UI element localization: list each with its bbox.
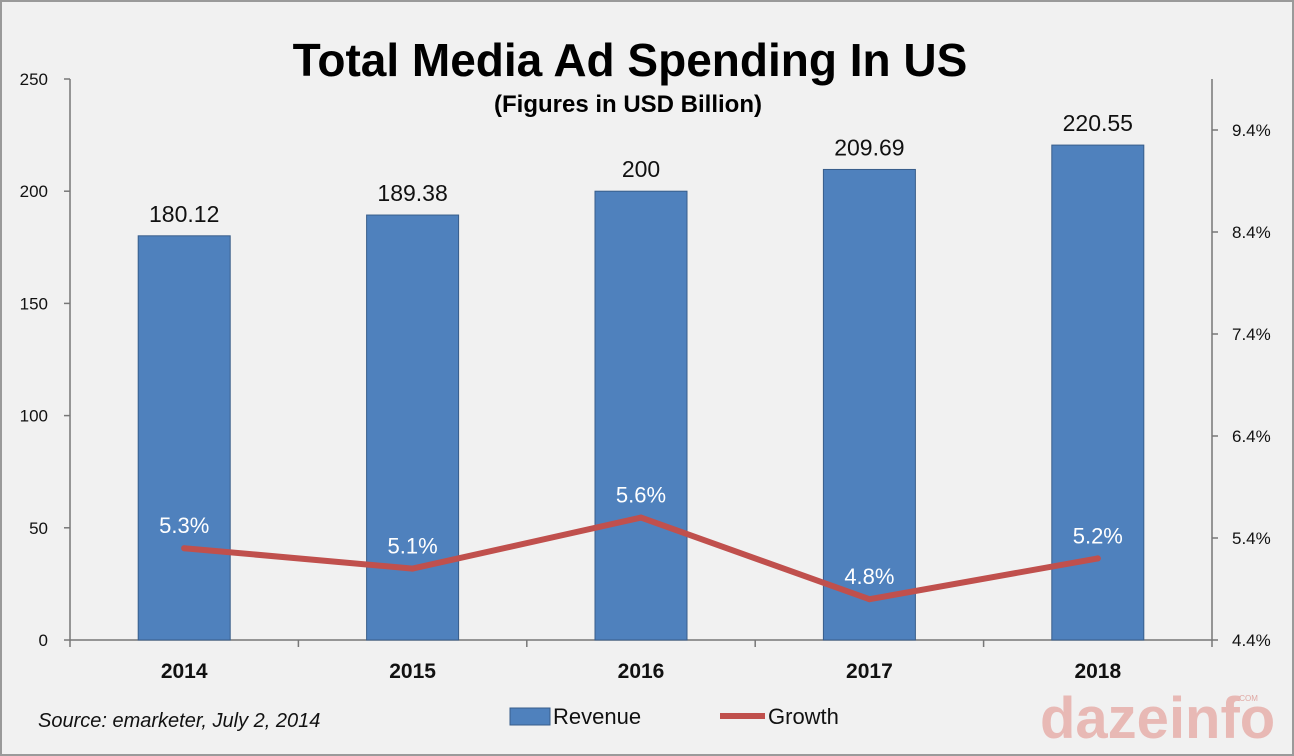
x-tick-label: 2014 [161, 660, 208, 683]
bar-value-label: 209.69 [834, 134, 904, 160]
bar-value-label: 180.12 [149, 201, 219, 227]
y-right-tick-label: 9.4% [1232, 121, 1271, 140]
line-series [181, 514, 1101, 603]
y-right-tick-label: 4.4% [1232, 631, 1271, 650]
x-tick-label: 2015 [389, 660, 436, 683]
bar-revenue-2016 [594, 190, 688, 641]
growth-point-2015 [409, 565, 416, 572]
bar-value-label: 189.38 [377, 180, 447, 206]
y-left-tick-label: 100 [20, 407, 48, 426]
y-left-tick-label: 0 [39, 631, 48, 650]
data-labels: 180.12 189.38 200 209.69 220.55 5.3% 5.1% 5.6% 4… [149, 110, 1133, 589]
growth-value-label: 5.2% [1073, 523, 1123, 548]
y-right-tick-label: 5.4% [1232, 529, 1271, 548]
logo-com-mark: .COM [1237, 694, 1258, 703]
legend-revenue-label: Revenue [553, 704, 641, 729]
source-note: Source: emarketer, July 2, 2014 [38, 710, 320, 732]
growth-point-2016 [638, 514, 644, 521]
y-right-tick-label: 6.4% [1232, 427, 1271, 446]
chart-subtitle: (Figures in USD Billion) [494, 91, 762, 118]
legend: Revenue Growth [509, 704, 839, 729]
bar-revenue-2014 [137, 235, 231, 641]
y-left-tick-label: 150 [20, 294, 48, 313]
bar-series [137, 144, 1145, 641]
growth-value-label: 5.3% [159, 513, 209, 538]
growth-point-2014 [181, 545, 188, 552]
x-tick-label: 2016 [618, 660, 665, 683]
bar-value-label: 220.55 [1063, 110, 1133, 136]
x-tick-label: 2018 [1074, 660, 1121, 683]
bar-revenue-2015 [366, 214, 460, 641]
dazeinfo-logo: dazeinfo .COM [1040, 686, 1275, 751]
growth-point-2017 [866, 596, 873, 603]
y-right-tick-label: 8.4% [1232, 223, 1271, 242]
growth-value-label: 5.1% [388, 534, 438, 559]
growth-value-label: 5.6% [616, 483, 666, 508]
legend-revenue-swatch [509, 707, 551, 726]
growth-point-2018 [1094, 555, 1101, 562]
growth-value-label: 4.8% [844, 564, 894, 589]
chart-title: Total Media Ad Spending In US [293, 34, 968, 86]
axes: 0 50 100 150 200 250 4.4% 5.4% 6.4% 7.4% 8.4% 9.4% 2… [20, 70, 1271, 683]
legend-growth-label: Growth [768, 704, 839, 729]
bar-revenue-2017 [822, 168, 916, 641]
bar-value-label: 200 [622, 156, 660, 182]
y-left-tick-label: 50 [29, 519, 48, 538]
x-tick-label: 2017 [846, 660, 893, 683]
logo-wordmark: dazeinfo [1040, 686, 1275, 751]
y-right-tick-label: 7.4% [1232, 325, 1271, 344]
y-left-tick-label: 200 [20, 182, 48, 201]
y-left-tick-label: 250 [20, 70, 48, 89]
